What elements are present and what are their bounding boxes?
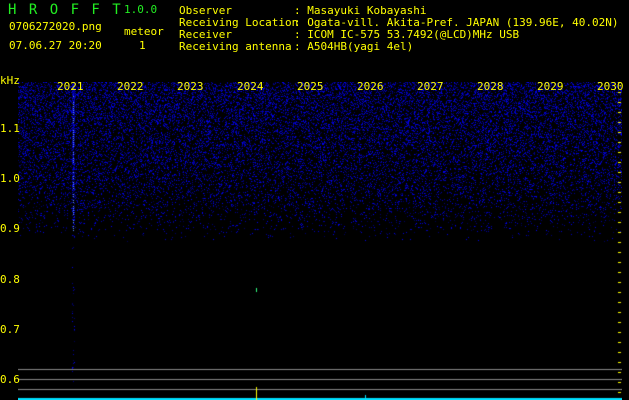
x-tick-label: 2023: [177, 80, 204, 93]
receiver-value: : ICOM IC-575 53.7492(@LCD)MHz USB: [294, 28, 520, 41]
x-tick-label: 2024: [237, 80, 264, 93]
y-tick-label: 0.6: [0, 373, 20, 386]
y-tick-label: 0.8: [0, 272, 20, 286]
antenna-value: : A504HB(yagi 4el): [294, 40, 414, 53]
x-tick-label: 2021: [57, 80, 84, 93]
y-tick-label: 1.1: [0, 122, 20, 135]
meteor-label: meteor: [124, 25, 164, 38]
spectrogram: [18, 82, 622, 400]
x-tick-label: 2026: [357, 80, 384, 93]
y-unit-label: kHz: [0, 74, 20, 87]
y-tick-label: 0.7: [0, 322, 20, 336]
x-tick-label: 2030: [597, 80, 624, 93]
x-tick-label: 2025: [297, 80, 324, 93]
y-tick-label: 0.9: [0, 222, 20, 236]
x-tick-label: 2027: [417, 80, 444, 93]
x-tick-label: 2022: [117, 80, 144, 93]
location-label: Receiving Location: [179, 16, 299, 29]
y-tick-label: 1.0: [0, 172, 20, 186]
app-version: 1.0.0: [124, 3, 158, 16]
observer-label: Observer: [179, 4, 232, 17]
antenna-label: Receiving antenna: [179, 40, 292, 53]
file-datetime: 07.06.27 20:20: [9, 39, 102, 52]
app-title: H R O F F T: [8, 2, 123, 18]
x-tick-label: 2028: [477, 80, 504, 93]
x-tick-label: 2029: [537, 80, 564, 93]
meteor-count: 1: [139, 39, 146, 52]
observer-value: : Masayuki Kobayashi: [294, 4, 427, 17]
file-name: 0706272020.png: [9, 20, 102, 33]
location-value: : Ogata-vill. Akita-Pref. JAPAN (139.96E…: [294, 16, 619, 29]
receiver-label: Receiver: [179, 28, 232, 41]
